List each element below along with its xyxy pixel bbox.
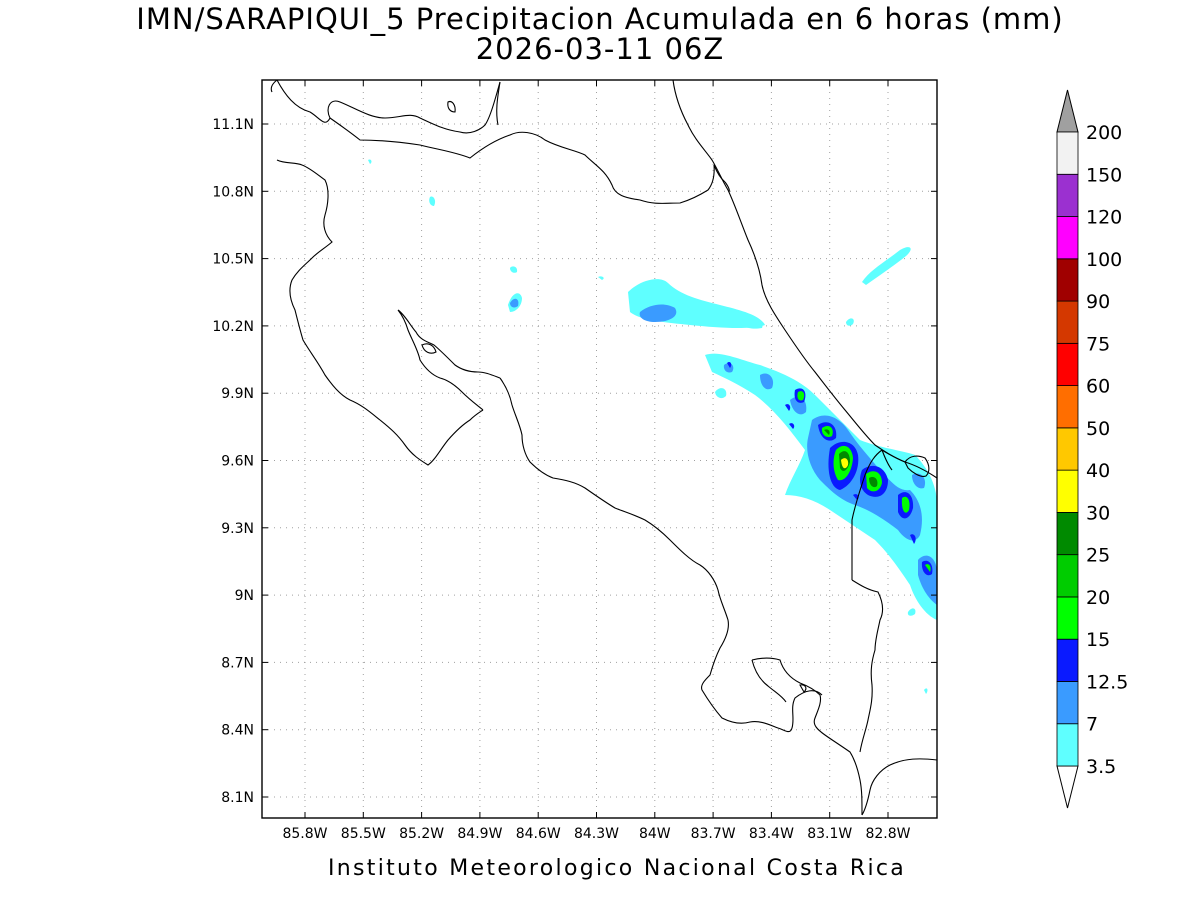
x-tick-label: 83.7W	[691, 826, 736, 842]
colorbar-label: 120	[1086, 207, 1122, 229]
colorbar-swatch	[1056, 385, 1079, 429]
x-tick-label: 84.6W	[516, 826, 561, 842]
colorbar-label: 25	[1086, 545, 1110, 567]
y-tick-label: 10.8N	[212, 184, 254, 200]
colorbar-label: 30	[1086, 502, 1110, 524]
y-tick-label: 9.6N	[221, 454, 254, 470]
footer-credit: Instituto Meteorologico Nacional Costa R…	[328, 856, 907, 881]
colorbar-swatch	[1056, 258, 1079, 302]
x-tick-label: 82.8W	[865, 826, 910, 842]
map-subtitle-datetime: 2026-03-11 06Z	[475, 32, 725, 66]
colorbar-label: 150	[1086, 164, 1122, 186]
colorbar-label: 90	[1086, 291, 1110, 313]
colorbar-top-arrow	[1056, 89, 1079, 133]
colorbar-swatch	[1056, 554, 1079, 598]
colorbar-label: 60	[1086, 376, 1110, 398]
map-title: IMN/SARAPIQUI_5 Precipitacion Acumulada …	[136, 2, 1064, 36]
colorbar-label: 50	[1086, 418, 1110, 440]
colorbar-swatch	[1056, 681, 1079, 725]
colorbar-swatch	[1056, 638, 1079, 682]
x-axis: 85.8W 85.5W 85.2W 84.9W 84.6W 84.3W 84W 83.7W 83…	[282, 80, 911, 842]
y-tick-label: 11.1N	[212, 117, 254, 133]
colorbar-label: 12.5	[1086, 671, 1128, 693]
x-tick-label: 84.3W	[574, 826, 619, 842]
x-tick-label: 85.2W	[399, 826, 444, 842]
x-tick-label: 85.8W	[282, 826, 327, 842]
colorbar-label: 200	[1086, 122, 1122, 144]
x-tick-label: 84.9W	[457, 826, 502, 842]
x-tick-label: 83.4W	[749, 826, 794, 842]
colorbar-swatch	[1056, 342, 1079, 387]
colorbar-legend: 3.5 7 12.5 15 20 25 30 40 50 60 75 90 100 120 150 200	[1056, 89, 1128, 809]
colorbar-swatch	[1056, 300, 1079, 344]
colorbar-swatch	[1056, 216, 1079, 260]
colorbar-swatch	[1056, 131, 1079, 175]
colorbar-swatch	[1056, 512, 1079, 556]
y-tick-label: 10.5N	[212, 252, 254, 268]
colorbar-swatch	[1056, 173, 1079, 217]
colorbar-swatch	[1056, 469, 1079, 513]
colorbar-label: 40	[1086, 460, 1110, 482]
colorbar-label: 7	[1086, 714, 1098, 736]
y-tick-label: 9N	[235, 588, 254, 604]
colorbar-bottom-arrow	[1056, 765, 1079, 809]
colorbar-label: 3.5	[1086, 756, 1116, 778]
colorbar-label: 15	[1086, 629, 1110, 651]
precipitation-field	[368, 159, 937, 694]
colorbar-label: 20	[1086, 587, 1110, 609]
y-tick-label: 10.2N	[212, 319, 254, 335]
colorbar-label: 75	[1086, 333, 1110, 355]
y-tick-label: 9.9N	[221, 386, 254, 402]
y-axis: 11.1N 10.8N 10.5N 10.2N 9.9N 9.6N 9.3N 9N 8.7N 8.…	[212, 117, 937, 806]
x-tick-label: 84W	[639, 826, 671, 842]
coastlines-borders	[270, 79, 938, 816]
colorbar-swatch	[1056, 427, 1079, 471]
map-frame	[261, 79, 938, 819]
x-tick-label: 85.5W	[341, 826, 386, 842]
colorbar-label: 100	[1086, 249, 1122, 271]
y-tick-label: 8.7N	[221, 655, 254, 671]
colorbar-swatch	[1056, 596, 1079, 640]
colorbar-swatch	[1056, 723, 1079, 767]
x-tick-label: 83.1W	[807, 826, 852, 842]
y-tick-label: 8.4N	[221, 723, 254, 739]
y-tick-label: 9.3N	[221, 521, 254, 537]
y-tick-label: 8.1N	[221, 790, 254, 806]
